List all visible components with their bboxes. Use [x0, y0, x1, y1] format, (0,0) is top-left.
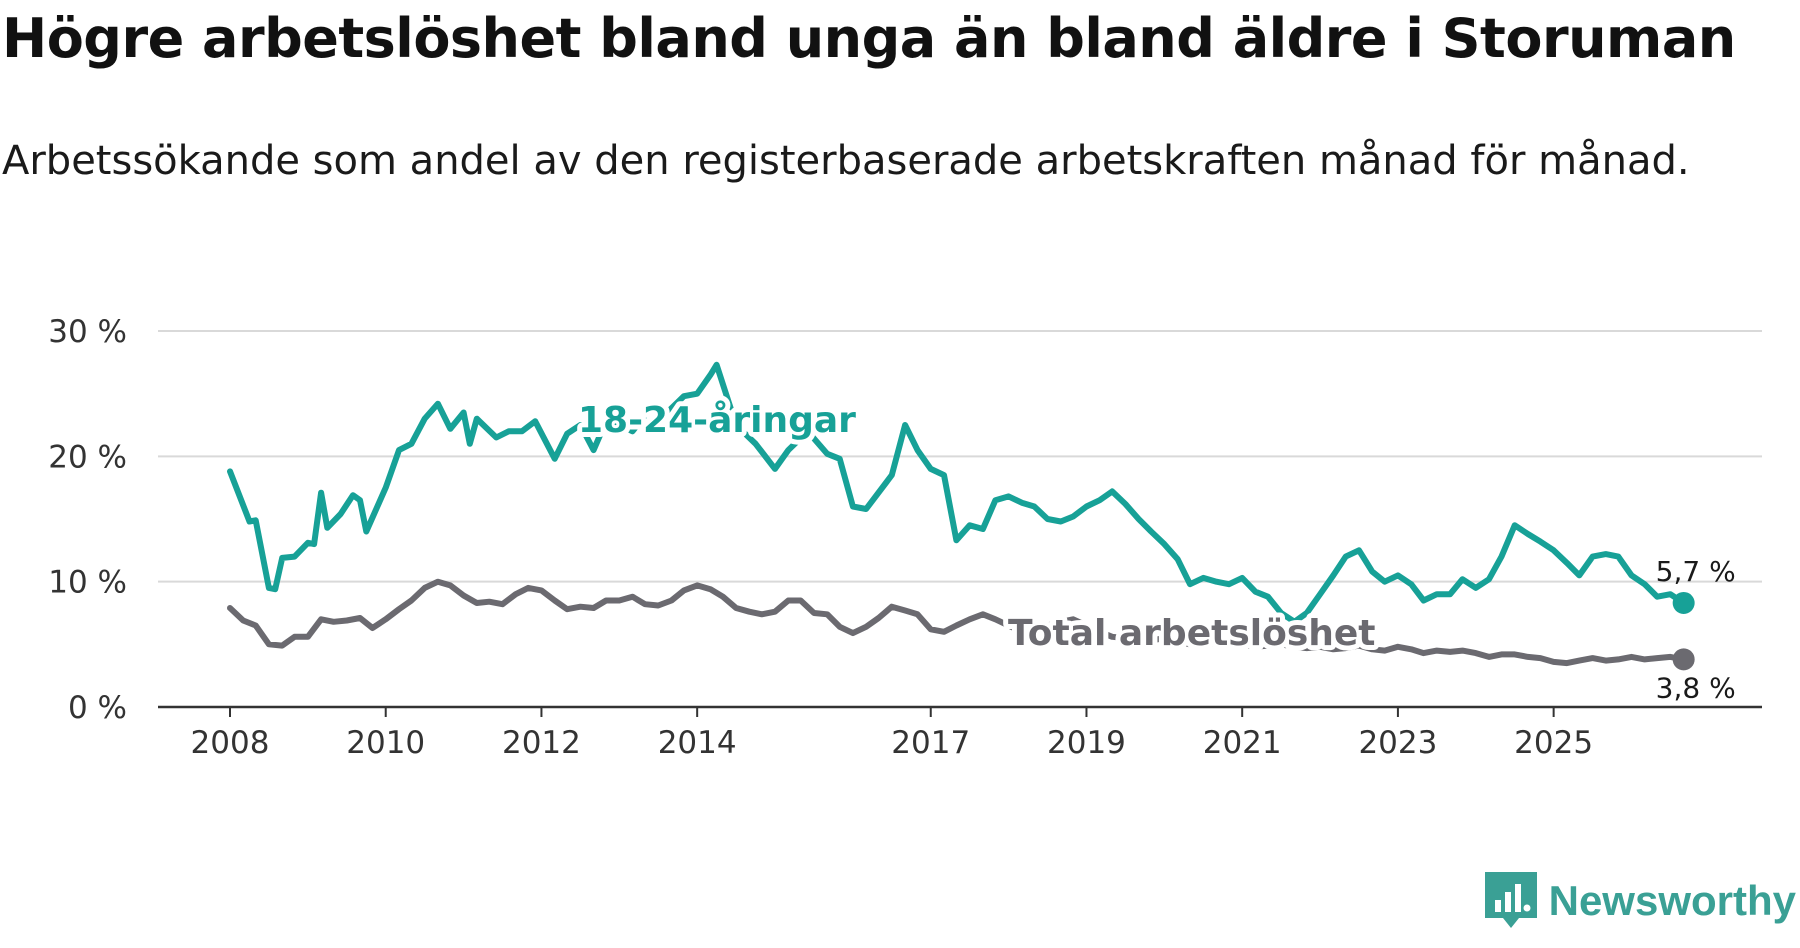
x-axis: 2008 2010 2012 2014 2017 2019 2021 2023 2025	[158, 705, 1762, 761]
series-label-18-24: 18-24-åringar	[578, 400, 856, 441]
series-labels: 5,7 % 3,8 % 18-24-åringar Total arbetslöshe…	[573, 395, 1736, 704]
y-tick-label: 10 %	[48, 565, 127, 601]
y-tick-label: 0 %	[68, 690, 127, 726]
series-line-18-24	[227, 361, 1687, 625]
x-tick-label: 2019	[1047, 725, 1126, 761]
x-tick-label: 2025	[1514, 725, 1593, 761]
newsworthy-logo-icon	[1484, 872, 1537, 928]
series-label-total: Total arbetslöshet	[1008, 613, 1376, 654]
gridlines: 0 % 10 % 20 % 30 %	[48, 314, 1762, 726]
series-lines	[227, 361, 1687, 667]
newsworthy-brand: Newsworthy	[1483, 870, 1796, 932]
series-line-total	[227, 578, 1687, 667]
end-point-18-24	[1672, 591, 1695, 614]
y-tick-label: 30 %	[48, 314, 127, 350]
end-label-18-24: 5,7 %	[1656, 555, 1736, 588]
x-tick-label: 2014	[658, 725, 737, 761]
chart-title: Högre arbetslöshet bland unga än bland ä…	[2, 7, 1736, 70]
x-tick-label: 2010	[346, 725, 425, 761]
x-tick-label: 2017	[891, 725, 970, 761]
y-tick-label: 20 %	[48, 439, 127, 475]
end-label-total: 3,8 %	[1656, 671, 1736, 704]
x-tick-label: 2023	[1358, 725, 1437, 761]
x-tick-label: 2012	[502, 725, 581, 761]
x-tick-label: 2008	[191, 725, 270, 761]
x-tick-label: 2021	[1203, 725, 1282, 761]
chart-subtitle: Arbetssökande som andel av den registerb…	[2, 138, 1690, 184]
end-point-total	[1672, 648, 1695, 671]
brand-name: Newsworthy	[1548, 877, 1796, 924]
